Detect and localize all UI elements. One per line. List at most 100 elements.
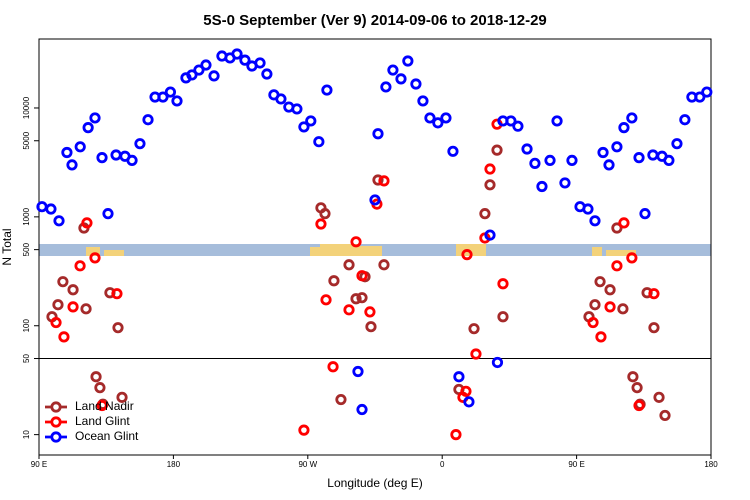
x-tick-label: 180: [167, 460, 181, 469]
point: [356, 270, 368, 282]
point: [328, 275, 340, 287]
point: [536, 180, 548, 193]
point: [208, 70, 220, 82]
point: [450, 429, 462, 441]
point: [67, 301, 79, 313]
point: [440, 112, 452, 124]
point: [350, 236, 362, 248]
point: [589, 215, 601, 227]
point: [611, 141, 623, 153]
point: [559, 177, 571, 189]
point: [239, 54, 251, 66]
point: [94, 382, 106, 394]
point: [589, 299, 601, 311]
point: [626, 252, 638, 264]
point: [648, 288, 660, 300]
point: [491, 356, 504, 369]
point: [453, 371, 465, 383]
point: [356, 292, 368, 304]
point: [298, 424, 310, 436]
point: [110, 149, 122, 161]
point: [90, 371, 102, 383]
point: [633, 152, 645, 164]
point: [254, 57, 266, 69]
point: [529, 157, 541, 169]
legend-marker: [50, 416, 62, 428]
point: [74, 141, 86, 153]
point: [424, 112, 436, 124]
y-tick-label: 10000: [22, 96, 31, 119]
legend-marker: [50, 401, 62, 413]
legend-marker: [50, 431, 62, 443]
point: [66, 159, 78, 171]
point: [671, 138, 683, 150]
point: [551, 115, 563, 127]
x-tick-label: 180: [704, 460, 718, 469]
point: [447, 145, 459, 157]
point: [626, 112, 638, 124]
point: [58, 331, 70, 343]
point: [82, 122, 94, 134]
point: [96, 152, 108, 164]
point: [639, 208, 651, 220]
point: [320, 294, 332, 306]
point: [350, 293, 362, 305]
point: [378, 175, 390, 187]
point: [694, 91, 706, 103]
point: [372, 174, 384, 186]
point: [111, 288, 123, 300]
point: [315, 218, 327, 230]
point: [89, 112, 101, 124]
point: [627, 371, 639, 383]
point: [369, 194, 381, 206]
point: [81, 217, 93, 229]
point: [521, 143, 533, 155]
point: [53, 215, 65, 227]
legend-label: Land Glint: [75, 414, 130, 428]
point: [352, 365, 364, 378]
point: [52, 299, 64, 311]
point: [470, 348, 482, 360]
point: [653, 391, 665, 403]
point: [50, 316, 62, 329]
point: [618, 217, 630, 229]
point: [61, 146, 73, 159]
point: [544, 154, 556, 167]
point: [193, 64, 205, 76]
legend-label: Ocean Glint: [75, 429, 139, 443]
point: [618, 122, 630, 134]
point: [186, 69, 198, 81]
point: [497, 278, 509, 290]
point: [604, 284, 616, 296]
x-tick-label: 90 E: [31, 460, 47, 469]
point: [200, 59, 212, 71]
point: [410, 78, 422, 90]
point: [461, 249, 473, 261]
point: [380, 81, 392, 93]
point: [164, 86, 177, 98]
point: [505, 115, 517, 127]
point: [335, 393, 347, 406]
point: [57, 276, 69, 288]
point: [112, 322, 124, 334]
point: [261, 68, 273, 80]
point: [74, 260, 86, 272]
plot-frame: [38, 38, 712, 456]
point: [364, 306, 376, 318]
point: [171, 95, 183, 107]
point: [611, 260, 623, 272]
y-tick-label: 500: [22, 242, 31, 256]
point: [647, 149, 659, 161]
point: [275, 93, 287, 105]
point: [402, 55, 414, 67]
point: [96, 399, 108, 412]
point: [641, 287, 653, 299]
legend-label: Land Nadir: [75, 399, 134, 413]
point: [378, 259, 390, 271]
point: [491, 144, 503, 156]
point: [460, 385, 472, 397]
point: [327, 361, 339, 373]
y-tick-label: 10: [22, 430, 31, 439]
point: [617, 303, 629, 315]
